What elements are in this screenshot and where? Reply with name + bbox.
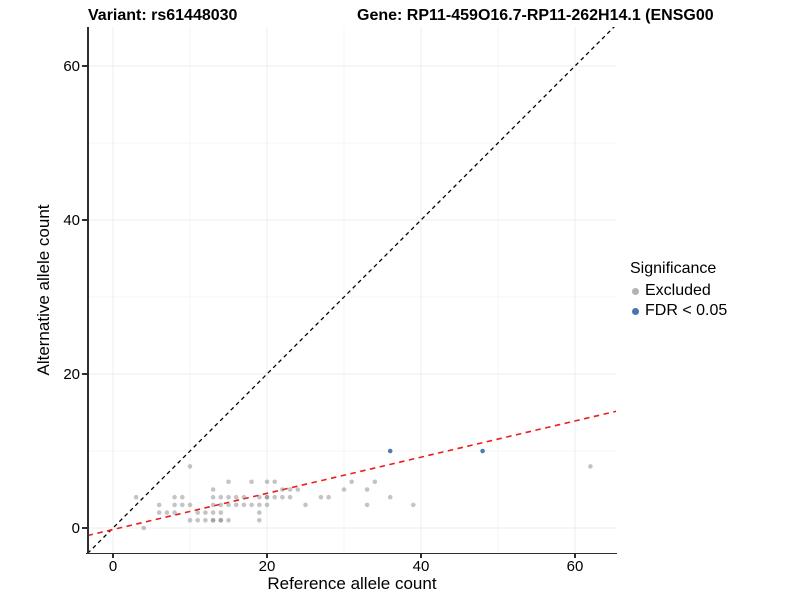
scatter-point [141,525,147,531]
scatter-point [226,518,231,523]
scatter-point [411,502,416,508]
y-tick-label: 40 [63,211,80,229]
y-axis-line [87,27,89,554]
scatter-point [180,502,185,508]
scatter-point [203,518,208,523]
x-tick-label: 40 [412,558,430,575]
scatter-point [480,448,485,454]
y-tick-label: 20 [63,365,80,383]
scatter-point [195,510,200,515]
y-axis-title: Alternative allele count [34,204,53,376]
scatter-point [318,494,324,500]
gene-title: Gene: RP11-459O16.7-RP11-262H14.1 (ENSG0… [357,7,714,24]
scatter-point [249,479,254,485]
scatter-point [226,502,231,508]
scatter-point [257,502,262,508]
scatter-point [210,494,216,500]
scatter-point [187,518,193,523]
scatter-point [180,494,185,500]
scatter-point [203,510,208,515]
scatter-point [387,494,393,500]
legend-title: Significance [630,260,717,277]
scatter-point [218,494,224,500]
scatter-point [156,510,162,515]
scatter-point [226,494,231,500]
x-tick-mark [112,553,114,558]
scatter-point [210,487,216,492]
scatter-point [349,479,355,485]
scatter-point [295,487,301,492]
scatter-point [264,494,270,500]
scatter-point [272,494,277,500]
excluded-dot-icon [632,287,639,295]
y-tick-mark [82,373,87,375]
scatter-point [387,448,393,454]
scatter-point [303,502,308,508]
scatter-point [172,494,177,500]
scatter-point [287,487,293,492]
scatter-point [233,502,239,508]
scatter-point [588,464,593,469]
scatter-point [218,502,224,508]
scatter-point [272,479,277,485]
scatter-point [156,502,162,508]
y-tick-label: 60 [63,57,80,75]
scatter-point [133,494,139,500]
scatter-point [372,479,378,485]
scatter-point [326,494,331,500]
scatter-point [210,502,216,508]
legend-item-fdr: FDR < 0.05 [630,301,727,321]
scatter-point [241,502,247,508]
scatter-point [364,487,370,492]
scatter-point [187,464,193,469]
legend: Significance Excluded FDR < 0.05 [630,260,727,321]
scatter-point [187,502,193,508]
y-tick-mark [82,65,87,67]
scatter-point [257,494,262,500]
plot-panel [88,27,616,553]
scatter-point [249,502,254,508]
scatter-point [264,479,270,485]
scatter-point [264,494,270,500]
scatter-point [210,518,216,523]
scatter-point [218,518,224,523]
fdr-dot-icon [632,307,639,315]
variant-title: Variant: rs61448030 [88,7,238,24]
x-tick-mark [266,553,268,558]
scatter-point [257,518,262,523]
scatter-point [195,518,200,523]
x-tick-label: 60 [566,558,584,575]
scatter-point [257,510,262,515]
scatter-point [172,510,177,515]
scatter-point [218,518,224,523]
x-tick-mark [574,553,576,558]
x-axis-line [86,552,617,554]
legend-item-label: FDR < 0.05 [645,302,728,319]
y-tick-mark [82,527,87,529]
x-axis-title: Reference allele count [267,574,437,593]
y-tick-mark [82,219,87,221]
scatter-point [341,487,347,492]
scatter-point [164,510,170,515]
scatter-point [364,502,370,508]
scatter-point [264,502,270,508]
scatter-point [226,479,231,485]
scatter-point [280,487,285,492]
scatter-point [172,502,177,508]
x-tick-label: 20 [258,558,276,575]
scatter-point [280,494,285,500]
scatter-point [210,518,216,523]
x-tick-label: 0 [108,558,118,575]
scatter-point [233,494,239,500]
x-tick-mark [420,553,422,558]
scatter-point [210,510,216,515]
legend-item-label: Excluded [645,282,711,299]
scatter-point [287,494,293,500]
y-tick-label: 0 [71,519,80,537]
legend-item-excluded: Excluded [630,281,727,301]
scatter-point [241,494,247,500]
scatter-point [218,510,224,515]
